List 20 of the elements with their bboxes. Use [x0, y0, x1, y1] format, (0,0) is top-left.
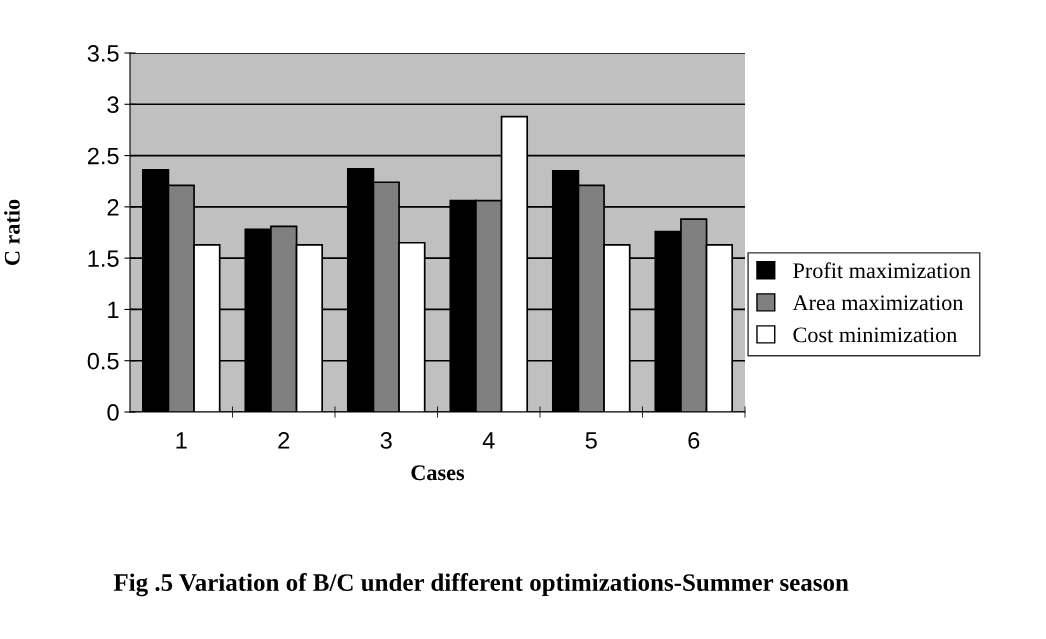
x-tick-label: 2: [278, 432, 290, 449]
legend-label: Cost minimization: [793, 327, 957, 343]
x-tick-label: 4: [482, 432, 495, 449]
y-axis-title: C ratio: [4, 199, 20, 266]
legend-label: Area maximization: [792, 295, 964, 311]
y-tick-label: 3: [107, 96, 119, 114]
y-tick-label: 0.5: [87, 352, 119, 370]
x-tick-label: 3: [380, 432, 392, 449]
x-tick-label: 6: [688, 432, 700, 449]
y-tick-label: 0: [107, 404, 119, 421]
x-tick-label: 1: [176, 432, 187, 449]
y-tick-label: 2.5: [87, 147, 119, 165]
x-tick-label: 5: [585, 432, 597, 449]
legend-label: Profit maximization: [793, 262, 971, 279]
y-tick-label: 1: [108, 301, 119, 318]
y-tick-label: 2: [107, 198, 119, 216]
y-tick-label: 1.5: [88, 250, 119, 267]
text: Fig .5 Variation of B/C under different optimizations-Summer season: [113, 573, 849, 597]
x-axis-title: Cases: [411, 465, 465, 481]
y-tick-label: 3.5: [87, 45, 119, 62]
